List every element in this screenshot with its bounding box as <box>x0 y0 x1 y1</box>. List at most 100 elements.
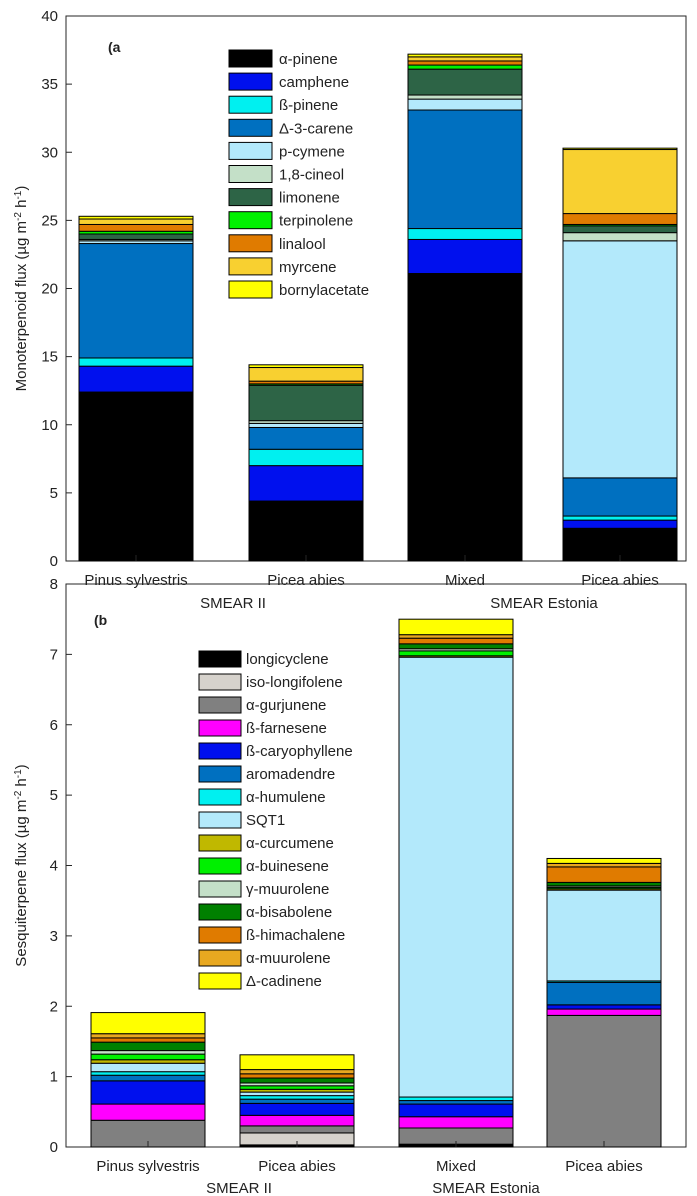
legend-label: longicyclene <box>246 651 329 668</box>
panel-label: (b <box>94 612 107 628</box>
bar-segment-3-11 <box>546 881 662 887</box>
legend-label: ß-himachalene <box>246 927 345 944</box>
y-tick-label: 15 <box>41 349 58 366</box>
bar-segment-2-6 <box>407 68 523 96</box>
bar-segment-3-6 <box>562 225 678 234</box>
bar-segment-1-4 <box>239 1102 355 1116</box>
bar-segment-1-13 <box>239 1069 355 1075</box>
y-tick-label: 10 <box>41 417 58 434</box>
y-tick-label: 5 <box>50 485 58 502</box>
legend: longicyclene iso-longifolene α-gurjunene ß-… <box>198 650 353 990</box>
bar-segment-2-4 <box>398 1103 514 1118</box>
bar-segment-0-6 <box>90 1071 206 1076</box>
legend-swatch <box>228 118 273 137</box>
legend-swatch <box>198 880 242 898</box>
bar-segment-1-2 <box>248 448 364 467</box>
legend-label: α-gurjunene <box>246 697 326 714</box>
bar-segment-0-3 <box>90 1103 206 1121</box>
y-tick-label: 0 <box>50 1139 58 1156</box>
bar-segment-0-9 <box>78 218 194 225</box>
legend-swatch <box>198 719 242 737</box>
legend-swatch <box>198 742 242 760</box>
bar-segment-2-1 <box>407 238 523 275</box>
bar-segment-2-12 <box>398 637 514 645</box>
x-category-label: Pinus sylvestris <box>84 572 187 589</box>
legend-label: SQT1 <box>246 812 285 829</box>
bar-segment-3-14 <box>546 857 662 864</box>
bar-segment-1-6 <box>248 384 364 422</box>
legend-swatch <box>228 234 273 253</box>
bar-segment-3-4 <box>562 240 678 479</box>
legend-swatch <box>198 972 242 990</box>
bar-segment-0-10 <box>78 215 194 220</box>
bar-segment-0-1 <box>78 365 194 393</box>
legend-label: linalool <box>279 236 326 253</box>
bar-segment-1-6 <box>239 1095 355 1100</box>
bar-segment-0-5 <box>90 1074 206 1082</box>
x-category-label: Picea abies <box>258 1158 336 1175</box>
bar-segment-1-7 <box>239 1091 355 1097</box>
legend-swatch <box>228 165 273 183</box>
bar-segment-3-7 <box>546 889 662 982</box>
legend-swatch <box>198 696 242 714</box>
bar-segment-0-0 <box>78 391 194 562</box>
x-group-label: SMEAR Estonia <box>490 595 598 612</box>
y-tick-label: 8 <box>50 576 58 593</box>
bar-segment-0-11 <box>90 1041 206 1052</box>
legend-label: α-muurolene <box>246 950 331 967</box>
bar-segment-2-11 <box>398 643 514 650</box>
legend-label: α-humulene <box>246 789 326 806</box>
legend-swatch <box>228 49 273 68</box>
chart-panel-0: 0 5 10 15 20 25 30 35 40 Monoterpenoid flux (µg m… <box>13 8 687 612</box>
legend-label: α-pinene <box>279 51 338 68</box>
bar-segment-1-0 <box>248 500 364 562</box>
bar-segment-0-10 <box>90 1050 206 1055</box>
bar-segment-2-2 <box>407 228 523 240</box>
bar-segment-0-2 <box>78 357 194 367</box>
legend-label: bornylacetate <box>279 282 369 299</box>
bar-segment-1-9 <box>239 1085 355 1090</box>
y-tick-label: 35 <box>41 76 58 93</box>
legend-swatch <box>198 765 242 783</box>
legend-label: ß-farnesene <box>246 720 327 737</box>
bar-segment-3-8 <box>562 213 678 225</box>
bar-segment-0-9 <box>90 1053 206 1061</box>
bar-segment-3-2 <box>562 515 678 521</box>
legend-label: iso-longifolene <box>246 674 343 691</box>
bar-segment-2-10 <box>407 53 523 58</box>
x-category-label: Mixed <box>436 1158 476 1175</box>
legend-label: limonene <box>279 190 340 207</box>
bar-segment-2-9 <box>407 56 523 62</box>
bar-segment-1-3 <box>248 426 364 450</box>
y-axis-label: Monoterpenoid flux (µg m-2 h-1) <box>13 186 30 392</box>
bar-segment-2-3 <box>398 1116 514 1129</box>
y-tick-label: 2 <box>50 998 58 1015</box>
legend-label: aromadendre <box>246 766 335 783</box>
bar-segment-2-6 <box>398 1096 514 1102</box>
y-tick-label: 4 <box>50 858 58 875</box>
bar-segment-0-12 <box>90 1037 206 1043</box>
legend: α-pinene camphene ß-pinene Δ-3-carene p-cyme… <box>228 49 369 299</box>
bar-segment-0-13 <box>90 1033 206 1039</box>
bar-segment-2-3 <box>407 109 523 230</box>
x-group-label: SMEAR Estonia <box>432 1180 540 1196</box>
legend-label: p-cymene <box>279 143 345 160</box>
legend-label: α-buinesene <box>246 858 329 875</box>
chart-panel-1: 0 1 2 3 4 5 6 7 8 Sesquiterpene flux (µg m-2 h-1)… <box>13 576 687 1196</box>
bar-segment-3-3 <box>546 1008 662 1016</box>
bar-segment-0-7 <box>90 1062 206 1073</box>
bar-segment-2-9 <box>398 650 514 657</box>
legend-label: terpinolene <box>279 213 353 230</box>
y-tick-label: 20 <box>41 281 58 298</box>
legend-swatch <box>198 650 242 668</box>
bar-segment-0-8 <box>78 223 194 232</box>
bar-segment-1-3 <box>239 1114 355 1127</box>
legend-label: camphene <box>279 74 349 91</box>
legend-swatch <box>228 188 273 207</box>
bar-segment-3-9 <box>562 149 678 215</box>
legend-swatch <box>198 857 242 875</box>
y-tick-label: 40 <box>41 8 58 25</box>
bar-segment-0-4 <box>90 1080 206 1105</box>
legend-swatch <box>228 280 273 299</box>
bar-segment-2-5 <box>407 94 523 100</box>
